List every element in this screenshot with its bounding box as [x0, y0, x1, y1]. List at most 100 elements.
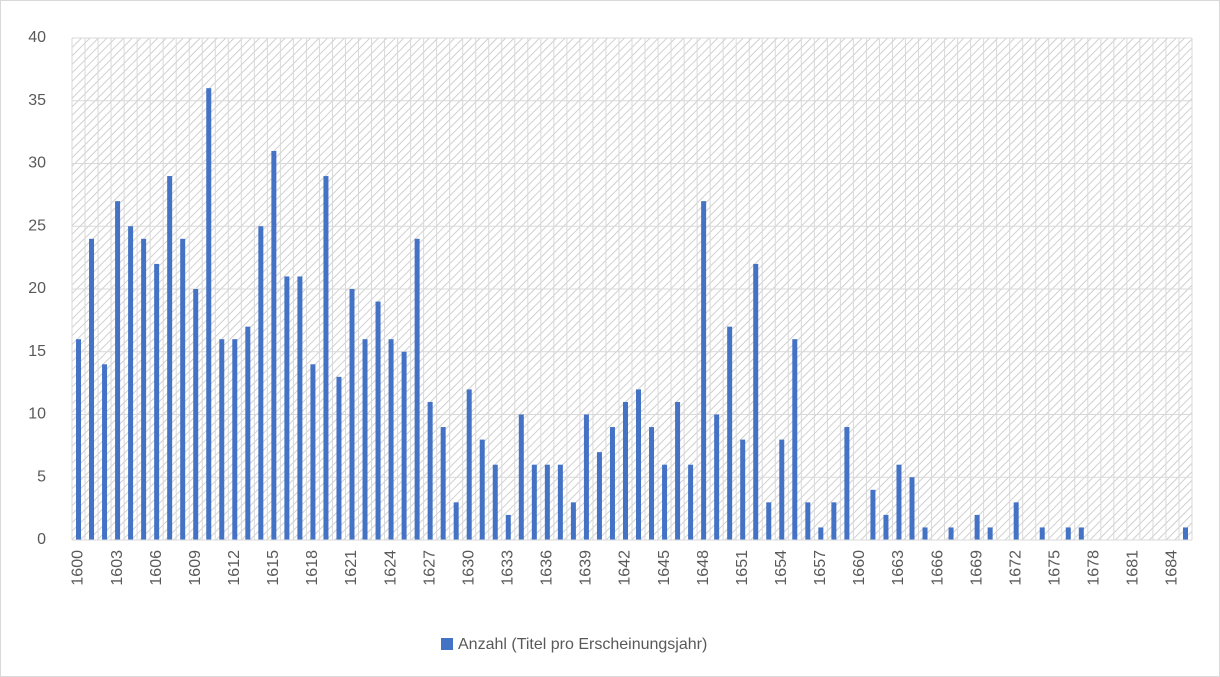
bar [349, 289, 355, 540]
bar [232, 339, 238, 540]
bar [570, 502, 576, 540]
bar [401, 351, 407, 540]
bar [896, 464, 902, 540]
y-tick-label: 10 [28, 406, 46, 423]
bar [518, 414, 524, 540]
bar [766, 502, 772, 540]
bar [76, 339, 82, 540]
bar [505, 514, 511, 540]
bar [362, 339, 368, 540]
bar [883, 514, 889, 540]
x-tick-label: 1603 [109, 550, 126, 586]
bar [440, 427, 446, 540]
bar [831, 502, 837, 540]
bar [922, 527, 928, 540]
bar [479, 439, 485, 540]
x-tick-label: 1642 [617, 550, 634, 586]
x-tick-label: 1669 [968, 550, 985, 586]
bar [258, 226, 264, 540]
x-tick-label: 1663 [890, 550, 907, 586]
bar [167, 176, 173, 541]
x-tick-label: 1606 [148, 550, 165, 586]
bar [870, 489, 876, 540]
x-tick-label: 1651 [734, 550, 751, 586]
x-tick-label: 1624 [382, 550, 399, 586]
bar [818, 527, 824, 540]
bar [557, 464, 563, 540]
bar [662, 464, 668, 540]
x-tick-label: 1615 [265, 550, 282, 586]
bar [427, 401, 433, 540]
bar [1078, 527, 1084, 540]
bar [636, 389, 642, 540]
bar [271, 150, 277, 540]
x-tick-label: 1672 [1007, 550, 1024, 586]
bar [1182, 527, 1188, 540]
x-tick-label: 1654 [773, 550, 790, 586]
bar [909, 477, 915, 540]
x-tick-label: 1684 [1164, 550, 1181, 586]
x-tick-label: 1609 [187, 550, 204, 586]
bar [115, 201, 121, 540]
x-tick-label: 1645 [656, 550, 673, 586]
x-tick-label: 1636 [539, 550, 556, 586]
bar [792, 339, 798, 540]
x-tick-label: 1633 [499, 550, 516, 586]
bar [779, 439, 785, 540]
x-tick-label: 1612 [226, 550, 243, 586]
bar [284, 276, 290, 540]
bar [531, 464, 537, 540]
bar [141, 238, 147, 541]
bar [1013, 502, 1019, 540]
bar [596, 452, 602, 540]
y-tick-label: 30 [28, 155, 46, 172]
bar [688, 464, 694, 540]
bar [206, 88, 212, 540]
bar [89, 238, 95, 541]
x-tick-label: 1630 [460, 550, 477, 586]
bar [583, 414, 589, 540]
x-tick-label: 1666 [929, 550, 946, 586]
legend-swatch [441, 638, 453, 650]
bar [1065, 527, 1071, 540]
bar [1039, 527, 1045, 540]
bar [102, 364, 108, 540]
bar [245, 326, 251, 540]
bar [466, 389, 472, 540]
bar [714, 414, 720, 540]
bar [740, 439, 746, 540]
x-tick-label: 1621 [343, 550, 360, 586]
bar [414, 238, 420, 541]
bar [753, 263, 759, 540]
bar [805, 502, 811, 540]
bar [388, 339, 394, 540]
bar [297, 276, 303, 540]
y-tick-label: 35 [28, 92, 46, 109]
bar [375, 301, 381, 540]
x-tick-label: 1600 [70, 550, 87, 586]
bar [609, 427, 615, 540]
bar [492, 464, 498, 540]
bar [544, 464, 550, 540]
y-tick-label: 20 [28, 280, 46, 297]
y-tick-label: 0 [37, 531, 46, 548]
y-tick-label: 5 [37, 468, 46, 485]
x-tick-label: 1627 [421, 550, 438, 586]
x-tick-label: 1648 [695, 550, 712, 586]
y-tick-label: 40 [28, 29, 46, 46]
x-tick-label: 1675 [1046, 550, 1063, 586]
x-tick-label: 1660 [851, 550, 868, 586]
legend-label: Anzahl (Titel pro Erscheinungsjahr) [458, 636, 707, 653]
x-tick-label: 1618 [304, 550, 321, 586]
bar [649, 427, 655, 540]
bar [844, 427, 850, 540]
bar [219, 339, 225, 540]
bar [154, 263, 160, 540]
bar [727, 326, 733, 540]
x-tick-label: 1639 [578, 550, 595, 586]
y-tick-label: 25 [28, 217, 46, 234]
x-tick-label: 1681 [1125, 550, 1142, 586]
y-tick-label: 15 [28, 343, 46, 360]
bar [675, 401, 681, 540]
bar [128, 226, 134, 540]
